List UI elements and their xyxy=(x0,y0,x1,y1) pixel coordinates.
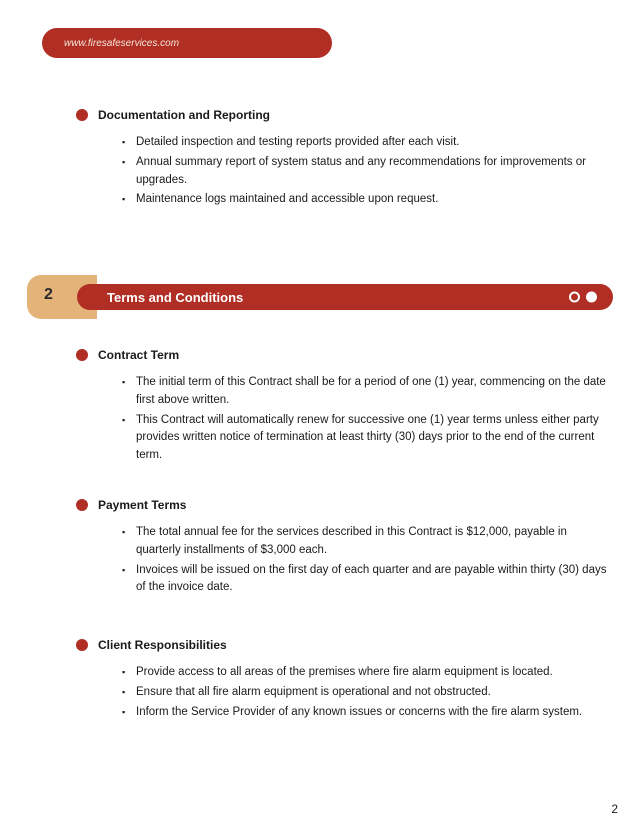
bullet-list: Provide access to all areas of the premi… xyxy=(76,664,610,721)
bullet-list: Detailed inspection and testing reports … xyxy=(76,134,610,209)
section-number: 2 xyxy=(44,286,53,304)
sub-heading: Client Responsibilities xyxy=(76,638,610,652)
red-bar: Terms and Conditions xyxy=(77,284,613,310)
list-item: Ensure that all fire alarm equipment is … xyxy=(122,684,610,702)
sub-heading: Payment Terms xyxy=(76,498,610,512)
bullet-list: The initial term of this Contract shall … xyxy=(76,374,610,465)
sub-heading: Documentation and Reporting xyxy=(76,108,610,122)
list-item: Annual summary report of system status a… xyxy=(122,154,610,190)
dot-icon xyxy=(586,292,597,303)
list-item: This Contract will automatically renew f… xyxy=(122,412,610,465)
list-item: Maintenance logs maintained and accessib… xyxy=(122,191,610,209)
sub-heading: Contract Term xyxy=(76,348,610,362)
list-item: Detailed inspection and testing reports … xyxy=(122,134,610,152)
sub-title: Payment Terms xyxy=(98,498,186,512)
bullet-icon xyxy=(76,109,88,121)
dot-icon xyxy=(569,292,580,303)
page-number: 2 xyxy=(611,802,618,816)
list-item: Invoices will be issued on the first day… xyxy=(122,562,610,598)
client-responsibilities-section: Client Responsibilities Provide access t… xyxy=(76,638,610,723)
bullet-list: The total annual fee for the services de… xyxy=(76,524,610,597)
header-url: www.firesafeservices.com xyxy=(64,38,179,49)
list-item: The total annual fee for the services de… xyxy=(122,524,610,560)
contract-term-section: Contract Term The initial term of this C… xyxy=(76,348,610,467)
list-item: Inform the Service Provider of any known… xyxy=(122,704,610,722)
section-header-bar: 2 Terms and Conditions xyxy=(27,275,613,319)
payment-terms-section: Payment Terms The total annual fee for t… xyxy=(76,498,610,599)
sub-title: Contract Term xyxy=(98,348,179,362)
bar-dots xyxy=(569,292,597,303)
header-url-pill: www.firesafeservices.com xyxy=(42,28,332,58)
sub-title: Documentation and Reporting xyxy=(98,108,270,122)
sub-title: Client Responsibilities xyxy=(98,638,227,652)
bullet-icon xyxy=(76,349,88,361)
bullet-icon xyxy=(76,499,88,511)
bullet-icon xyxy=(76,639,88,651)
documentation-section: Documentation and Reporting Detailed ins… xyxy=(76,108,610,211)
list-item: The initial term of this Contract shall … xyxy=(122,374,610,410)
section-title: Terms and Conditions xyxy=(107,290,243,305)
list-item: Provide access to all areas of the premi… xyxy=(122,664,610,682)
